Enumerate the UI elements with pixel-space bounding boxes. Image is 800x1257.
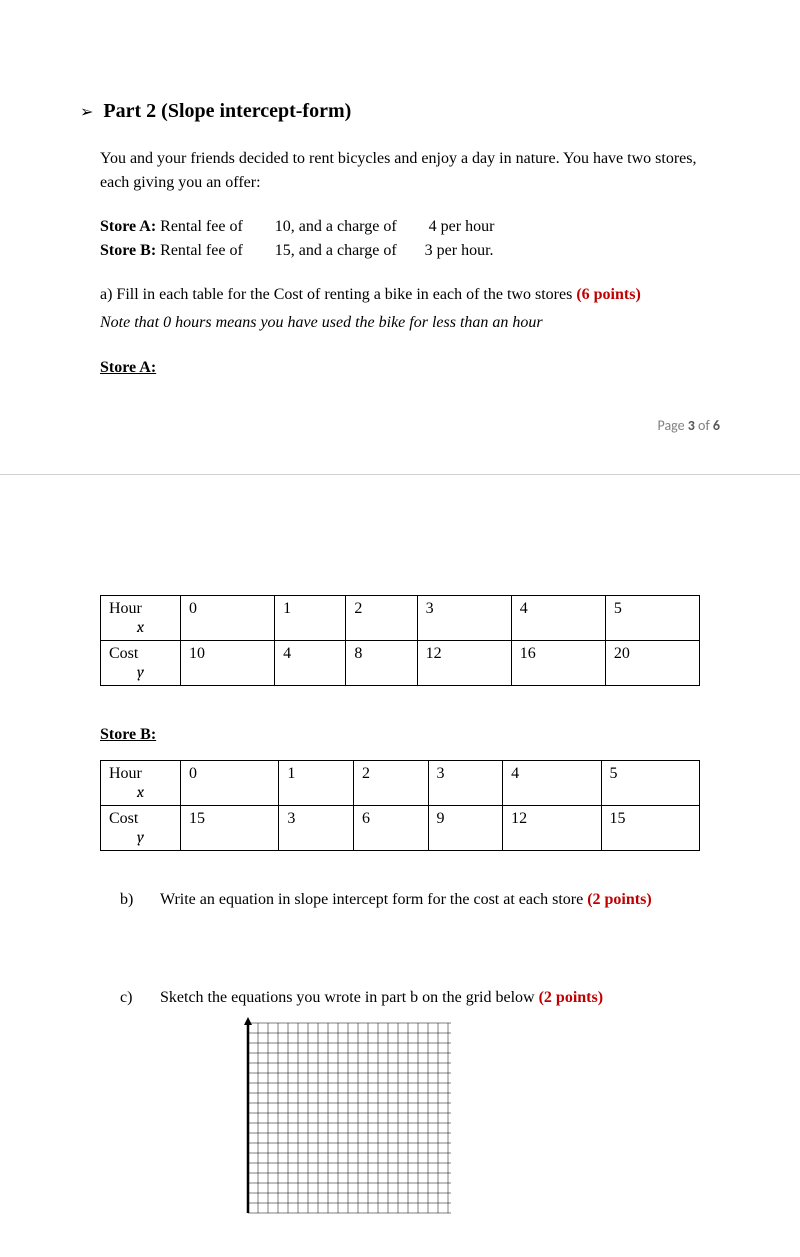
table-cell: 6 (353, 806, 428, 851)
table-cell: 4 (275, 641, 346, 686)
table-cell: 10 (181, 641, 275, 686)
table-row: Cost y 10 4 8 12 16 20 (101, 641, 700, 686)
table-cell: 1 (279, 761, 354, 806)
grid-chart (240, 1017, 720, 1217)
grid-svg (240, 1017, 452, 1217)
table-cell: 1 (275, 596, 346, 641)
intro-paragraph: You and your friends decided to rent bic… (100, 147, 720, 195)
table-cell: 4 (511, 596, 605, 641)
table-cell: 4 (503, 761, 601, 806)
bullet-icon: ➢ (80, 102, 93, 122)
store-a-label: Store A: (100, 359, 720, 377)
table-cell: 3 (279, 806, 354, 851)
content-block: You and your friends decided to rent bic… (100, 147, 720, 377)
table-label-cell: Cost y (101, 641, 181, 686)
question-a: a) Fill in each table for the Cost of re… (100, 283, 720, 307)
store-offers: Store A: Rental fee of 10, and a charge … (100, 215, 720, 263)
table-store-b: Hour x 0 1 2 3 4 5 Cost y 15 3 6 9 12 15 (100, 760, 700, 851)
table-cell: 9 (428, 806, 503, 851)
table-cell: 3 (428, 761, 503, 806)
heading-row: ➢ Part 2 (Slope intercept-form) (80, 100, 720, 123)
question-b: b) Write an equation in slope intercept … (120, 891, 720, 909)
table-label-cell: Hour x (101, 596, 181, 641)
section-heading: Part 2 (Slope intercept-form) (103, 100, 351, 123)
table-cell: 2 (353, 761, 428, 806)
store-b-offer: Store B: Rental fee of 15, and a charge … (100, 239, 720, 263)
table-row: Hour x 0 1 2 3 4 5 (101, 761, 700, 806)
table-row: Cost y 15 3 6 9 12 15 (101, 806, 700, 851)
store-a-offer: Store A: Rental fee of 10, and a charge … (100, 215, 720, 239)
table-cell: 12 (503, 806, 601, 851)
table-row: Hour x 0 1 2 3 4 5 (101, 596, 700, 641)
table-cell: 8 (346, 641, 417, 686)
table-cell: 0 (181, 596, 275, 641)
table-label-cell: Hour x (101, 761, 181, 806)
table-cell: 3 (417, 596, 511, 641)
page-2: Hour x 0 1 2 3 4 5 Cost y 10 4 8 12 16 2… (0, 475, 800, 1257)
question-a-note: Note that 0 hours means you have used th… (100, 311, 720, 335)
table-cell: 12 (417, 641, 511, 686)
table-cell: 2 (346, 596, 417, 641)
table-cell: 16 (511, 641, 605, 686)
table-store-a: Hour x 0 1 2 3 4 5 Cost y 10 4 8 12 16 2… (100, 595, 700, 686)
page-number: Page 3 of 6 (80, 417, 720, 434)
table-cell: 5 (601, 761, 699, 806)
table-cell: 5 (605, 596, 699, 641)
question-c: c) Sketch the equations you wrote in par… (120, 989, 720, 1007)
table-label-cell: Cost y (101, 806, 181, 851)
store-b-label: Store B: (100, 726, 720, 744)
table-cell: 15 (181, 806, 279, 851)
table-cell: 20 (605, 641, 699, 686)
table-cell: 0 (181, 761, 279, 806)
page-1: ➢ Part 2 (Slope intercept-form) You and … (0, 0, 800, 474)
table-cell: 15 (601, 806, 699, 851)
